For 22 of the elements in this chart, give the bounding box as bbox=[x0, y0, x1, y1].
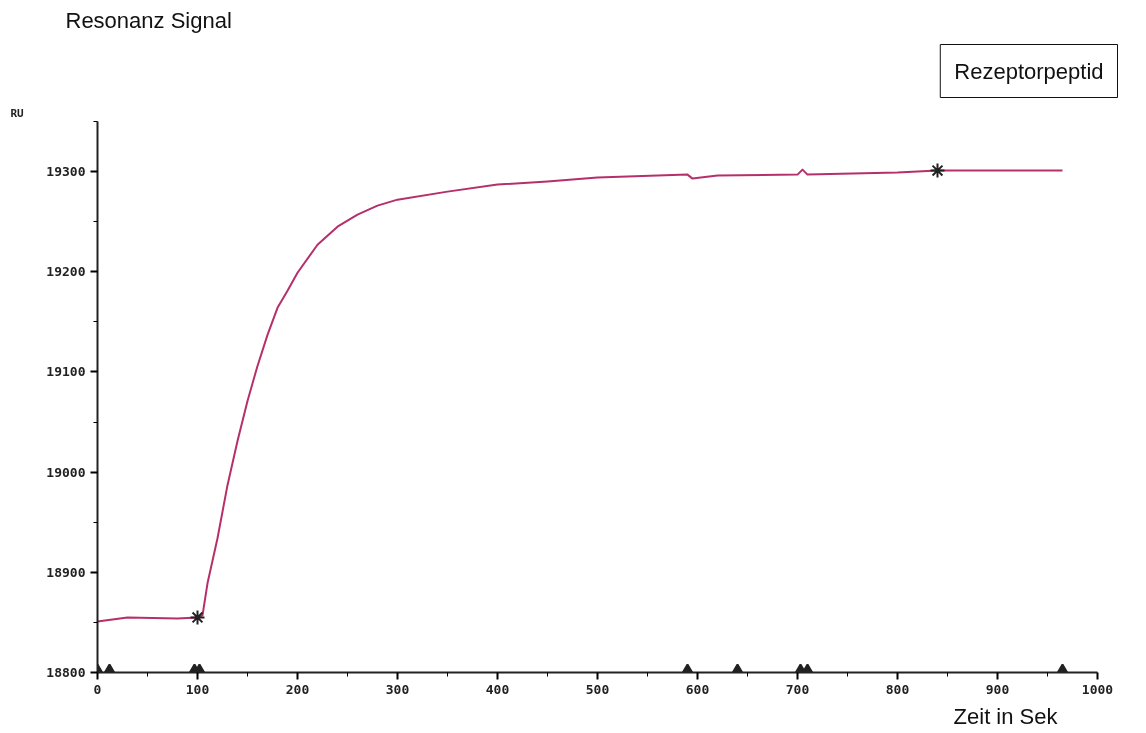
y-tick-label: 18900 bbox=[46, 564, 86, 580]
y-tick-label: 19300 bbox=[46, 164, 86, 180]
x-axis-title: Zeit in Sek bbox=[953, 703, 1059, 729]
x-tick-label: 1000 bbox=[1081, 681, 1114, 697]
x-tick-label: 200 bbox=[285, 681, 310, 697]
y-tick-label: 19000 bbox=[46, 464, 86, 480]
line-series bbox=[97, 168, 1064, 623]
x-tick-label: 400 bbox=[485, 681, 510, 697]
x-tick-label: 300 bbox=[385, 681, 410, 697]
y-tick-label: 18800 bbox=[46, 665, 86, 680]
y-tick-label: 19100 bbox=[46, 364, 86, 380]
x-tick-label: 600 bbox=[685, 681, 710, 697]
x-tick-label: 100 bbox=[185, 681, 210, 697]
y-axis-title: RU bbox=[10, 106, 25, 120]
y-tick-label: 19200 bbox=[46, 264, 86, 280]
x-tick-label: 800 bbox=[885, 681, 910, 697]
x-tick-label: 500 bbox=[585, 681, 610, 697]
chart-title: Resonanz Signal bbox=[65, 7, 232, 33]
x-tick-label: 0 bbox=[93, 681, 102, 697]
x-tick-label: 700 bbox=[785, 681, 810, 697]
text: Rezeptorpeptid bbox=[954, 58, 1104, 84]
x-tick-label: 900 bbox=[985, 681, 1010, 697]
